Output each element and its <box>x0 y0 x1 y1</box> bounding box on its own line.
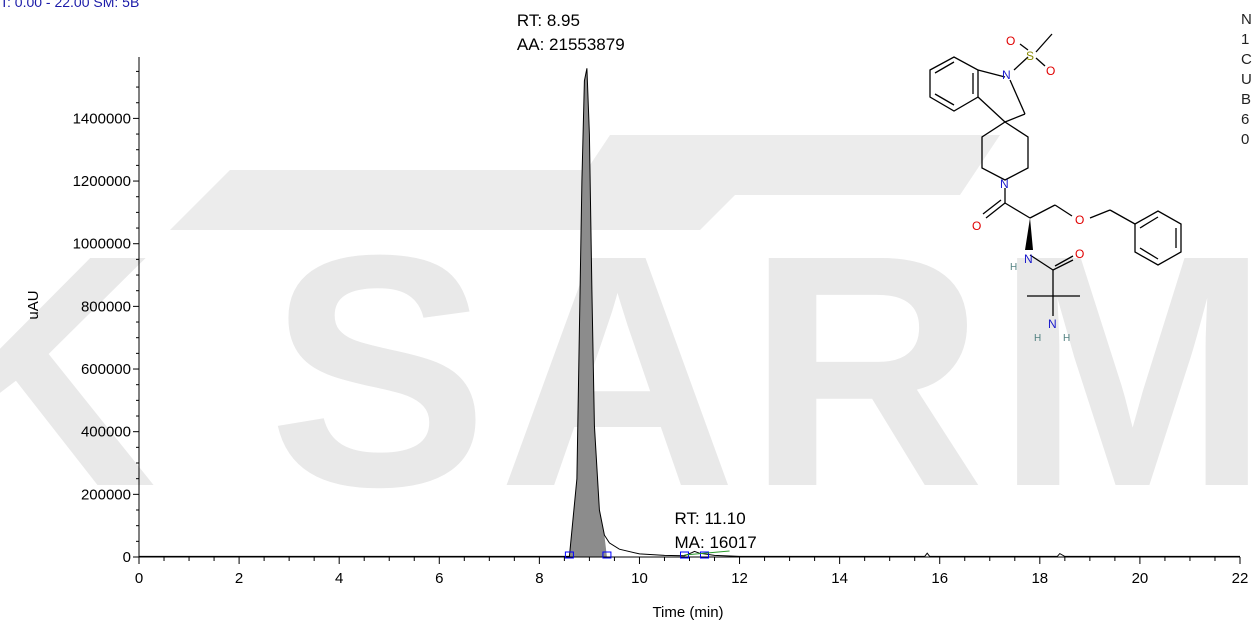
header-info: T: 0.00 - 22.00 SM: 5B <box>0 0 140 10</box>
watermark-swoosh <box>570 135 1000 195</box>
side-text-line: 6 <box>1241 111 1250 128</box>
atom-n-label: N <box>1024 252 1033 266</box>
side-text-line: B <box>1241 91 1252 108</box>
atom-n-label: N <box>1048 317 1057 331</box>
y-tick-label: 200000 <box>81 486 131 503</box>
x-tick-label: 10 <box>631 570 648 587</box>
peak-shaded-area <box>569 68 607 558</box>
side-text-line: N <box>1241 11 1252 28</box>
x-axis-label: Time (min) <box>652 604 723 621</box>
y-tick-label: 600000 <box>81 361 131 378</box>
x-tick-label: 14 <box>831 570 848 587</box>
x-tick-label: 4 <box>335 570 343 587</box>
x-tick-label: 22 <box>1232 570 1249 587</box>
atom-h-label: H <box>1034 333 1041 344</box>
y-tick-label: 800000 <box>81 298 131 315</box>
y-tick-label: 400000 <box>81 424 131 441</box>
baseline-marker <box>602 551 612 559</box>
baseline-marker <box>700 551 710 559</box>
molecule-atoms: N S O O N O O N H O N H H <box>972 34 1084 344</box>
watermark: UK SARMS <box>0 135 1255 555</box>
x-tick-label: 8 <box>535 570 543 587</box>
atom-n-label: N <box>1000 177 1009 191</box>
x-tick-label: 20 <box>1132 570 1149 587</box>
baseline-marker <box>564 551 574 559</box>
atom-o-label: O <box>1046 64 1055 78</box>
side-text-column: N 1 C U B 6 0 <box>1241 10 1252 150</box>
atom-n-label: N <box>1002 68 1011 82</box>
x-tick-label: 0 <box>135 570 143 587</box>
y-tick-label: 1400000 <box>73 110 131 127</box>
molecule-structure <box>929 33 1182 316</box>
x-tick-label: 6 <box>435 570 443 587</box>
atom-o-label: O <box>1006 34 1015 48</box>
peak-area-label: AA: 21553879 <box>517 35 625 54</box>
atom-o-label: O <box>972 219 981 233</box>
integration-baseline <box>684 550 730 556</box>
plot-area: 0 200000 400000 600000 800000 1000000 1200000 1… <box>73 11 1249 587</box>
atom-h-label: H <box>1063 333 1070 344</box>
side-text-line: 1 <box>1241 31 1250 48</box>
x-tick-label: 2 <box>235 570 243 587</box>
side-text-line: U <box>1241 71 1252 88</box>
side-text-line: 0 <box>1241 131 1250 148</box>
atom-h-label: H <box>1010 262 1017 273</box>
atom-s-label: S <box>1026 49 1034 63</box>
y-axis-label: uAU <box>25 290 42 319</box>
molecule-wedge-bond <box>1025 218 1033 250</box>
watermark-text: UK SARMS <box>0 186 1255 555</box>
y-tick-label: 1000000 <box>73 236 131 253</box>
atom-o-label: O <box>1075 247 1084 261</box>
x-tick-label: 18 <box>1031 570 1048 587</box>
peak-area-label: MA: 16017 <box>675 533 757 552</box>
peak-rt-label: RT: 11.10 <box>675 509 746 528</box>
series-line <box>139 68 1240 557</box>
atom-o-label: O <box>1075 213 1084 227</box>
peak-rt-label: RT: 8.95 <box>517 11 580 30</box>
y-tick-label: 0 <box>123 549 131 566</box>
x-tick-label: 12 <box>731 570 748 587</box>
side-text-line: C <box>1241 51 1252 68</box>
x-tick-label: 16 <box>931 570 948 587</box>
y-tick-label: 1200000 <box>73 173 131 190</box>
